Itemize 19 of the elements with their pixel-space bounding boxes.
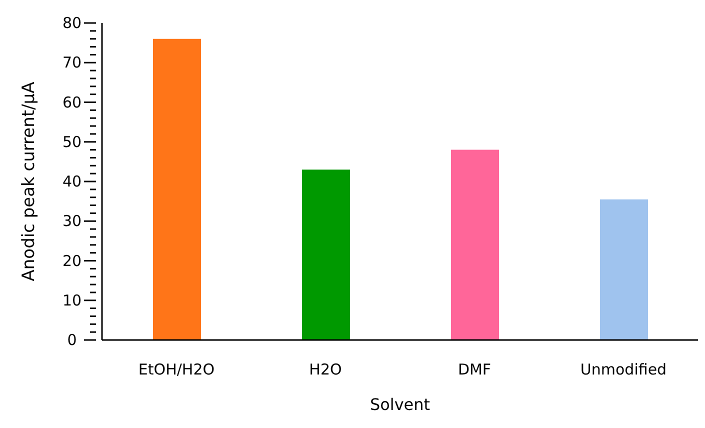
y-tick-label: 40 <box>62 172 82 190</box>
y-tick-label: 80 <box>62 14 82 32</box>
y-axis-title: Anodic peak current/μA <box>19 81 40 282</box>
x-tick-label: DMF <box>458 360 492 379</box>
x-tick-label: Unmodified <box>580 360 667 379</box>
y-tick-label: 20 <box>62 252 82 270</box>
bar <box>600 199 648 340</box>
bar <box>302 170 350 340</box>
y-tick-label: 0 <box>67 331 77 349</box>
y-tick-label: 10 <box>62 291 82 310</box>
x-tick-label: EtOH/H2O <box>138 360 215 379</box>
y-tick-label: 60 <box>62 93 82 112</box>
bar <box>153 38 201 340</box>
x-axis-title: Solvent <box>370 395 430 414</box>
x-tick-label: H2O <box>309 360 342 379</box>
y-tick-label: 50 <box>62 132 82 151</box>
bar <box>451 150 499 340</box>
y-tick-label: 70 <box>62 54 82 72</box>
y-tick-label: 30 <box>62 212 82 230</box>
